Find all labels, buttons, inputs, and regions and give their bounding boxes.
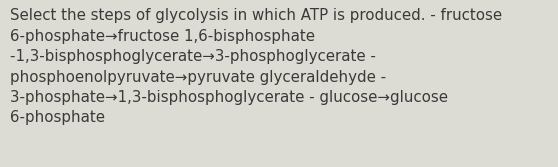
Text: Select the steps of glycolysis in which ATP is produced. - fructose
6-phosphate→: Select the steps of glycolysis in which …	[10, 8, 502, 125]
